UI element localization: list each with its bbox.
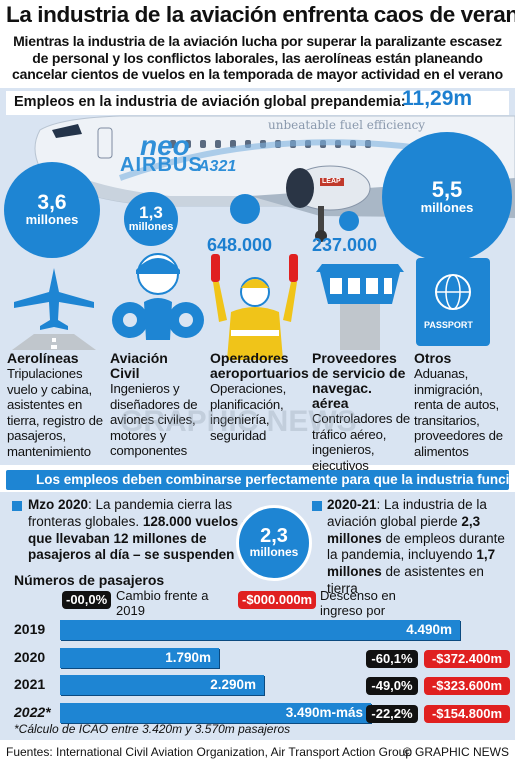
legend-change-pill: -00,0% (62, 591, 112, 609)
page-subtitle: Mientras la industria de la aviación luc… (12, 33, 503, 82)
navigation-number: 237.000 (312, 235, 378, 255)
bubble-unit: millones (420, 199, 474, 215)
employees-label: Empleos en la industria de aviación glob… (14, 94, 406, 110)
change-pill: -60,1% (366, 649, 418, 668)
passengers-heading: Números de pasajeros (14, 572, 165, 588)
note-bold: 1,7 millones (327, 547, 496, 580)
loss-pill: -$372.400m (424, 649, 510, 668)
note-bold: 128.000 vuelos – que llevaban 12 millone… (28, 513, 250, 563)
note-text: : La pandemia cierra las fronteras globa… (28, 497, 233, 529)
note-march-2020: Mzo 2020: La pandemia cierra las fronter… (28, 497, 256, 564)
category-civil-aviation: Aviación Civil Ingenieros y diseñadores … (110, 351, 205, 459)
brand-credit: © GRAPHIC NEWS (402, 745, 509, 759)
category-body: Operaciones, planificación, ingeniería, … (210, 381, 287, 443)
seamless-banner (6, 470, 509, 490)
bubble-number: 3,6 (37, 191, 67, 215)
year-label: 2020 (14, 648, 46, 665)
bubble-airlines: 3,6 millones (4, 162, 100, 258)
category-body: Ingenieros y diseñadores de aviones civi… (110, 381, 198, 458)
passenger-bar: 1.790m (60, 647, 219, 668)
category-title: Aerolíneas (7, 350, 79, 366)
passenger-bar: 2.290m (60, 675, 264, 695)
employees-bar (6, 91, 509, 115)
bullet-square (312, 501, 322, 511)
engine-label: LEAP (322, 178, 341, 185)
note-date: 2020-21 (327, 497, 377, 512)
aircraft-slogan: unbeatable fuel efficiency (268, 118, 426, 132)
category-title: Aviación Civil (110, 350, 168, 381)
bubble-others: 5,5 millones (382, 132, 512, 262)
airplane-runway-icon (12, 268, 96, 350)
category-others: Otros Aduanas, inmigración, renta de aut… (414, 351, 512, 459)
bubble-airports (230, 194, 260, 224)
year-label: 2022* (14, 703, 51, 720)
note-text: : La industria de la aviación global pie… (327, 497, 487, 529)
chart-footnote: *Cálculo de ICAO entre 3.420m y 3.570m p… (14, 722, 291, 736)
legend-change-text: Cambio frente a 2019 (116, 588, 209, 618)
change-pill: -22,2% (366, 704, 418, 723)
passport-icon (416, 258, 490, 346)
passport-label: PASSPORT (424, 320, 473, 330)
year-label: 2019 (14, 621, 46, 637)
bubble-unit: millones (249, 545, 299, 560)
category-body: Controladores de tráfico aéreo, ingenier… (312, 411, 410, 473)
bubble-number: 5,5 (431, 176, 463, 202)
category-body: Tripulaciones vuelo y cabina, asistentes… (7, 366, 103, 459)
bubble-lost-jobs: 2,3 millones (236, 505, 312, 581)
control-tower-icon (316, 264, 404, 350)
loss-pill: -$154.800m (424, 704, 510, 723)
passenger-bar: 4.490m (60, 620, 460, 640)
category-airports: Operadores aeroportuarios Operaciones, p… (210, 351, 310, 443)
legend-loss-pill: -$000.000m (238, 591, 317, 609)
seamless-text: Los empleos deben combinarse perfectamen… (36, 472, 515, 487)
marshaller-icon (211, 254, 298, 360)
sources: Fuentes: International Civil Aviation Or… (6, 745, 412, 759)
category-airlines: Aerolíneas Tripulaciones vuelo y cabina,… (7, 351, 107, 459)
bullet-square (12, 501, 22, 511)
note-2020-21: 2020-21: La industria de la aviación glo… (327, 497, 510, 598)
airports-number: 648.000 (207, 235, 273, 255)
neo-badge: neo (140, 130, 190, 161)
note-bold: 2,3 millones (327, 513, 481, 546)
passenger-bar: 3.490m-más (60, 702, 371, 723)
category-title: Otros (414, 350, 452, 366)
note-date: Mzo 2020 (28, 497, 89, 512)
change-pill: -49,0% (366, 677, 418, 695)
category-title: Proveedores de servicio de navegac. aére… (312, 350, 406, 411)
category-navigation: Proveedores de servicio de navegac. aére… (312, 351, 412, 473)
bubble-civil-aviation: 1,3 millones (124, 192, 178, 246)
bubble-unit: millones (128, 221, 174, 234)
note-text: de asistentes en tierra (327, 564, 484, 596)
bubble-number: 2,3 (260, 525, 288, 548)
loss-pill: -$323.600m (424, 677, 510, 695)
aircraft-model: A321 (198, 158, 237, 175)
bubble-number: 1,3 (139, 203, 163, 223)
engineer-gears-icon (112, 253, 204, 340)
note-text: de empleos durante la pandemia, incluyen… (327, 530, 505, 563)
bubble-navigation (339, 211, 359, 231)
category-body: Aduanas, inmigración, renta de autos, tr… (414, 366, 503, 459)
employees-value: 11,29m (402, 87, 473, 110)
category-title: Operadores aeroportuarios (210, 350, 309, 381)
airbus-brand: AIRBUS (120, 154, 203, 176)
watermark: GRAPHIC NEWS (120, 405, 357, 438)
bubble-unit: millones (25, 212, 79, 228)
year-label: 2021 (14, 676, 46, 692)
page-title: La industria de la aviación enfrenta cao… (6, 2, 515, 27)
